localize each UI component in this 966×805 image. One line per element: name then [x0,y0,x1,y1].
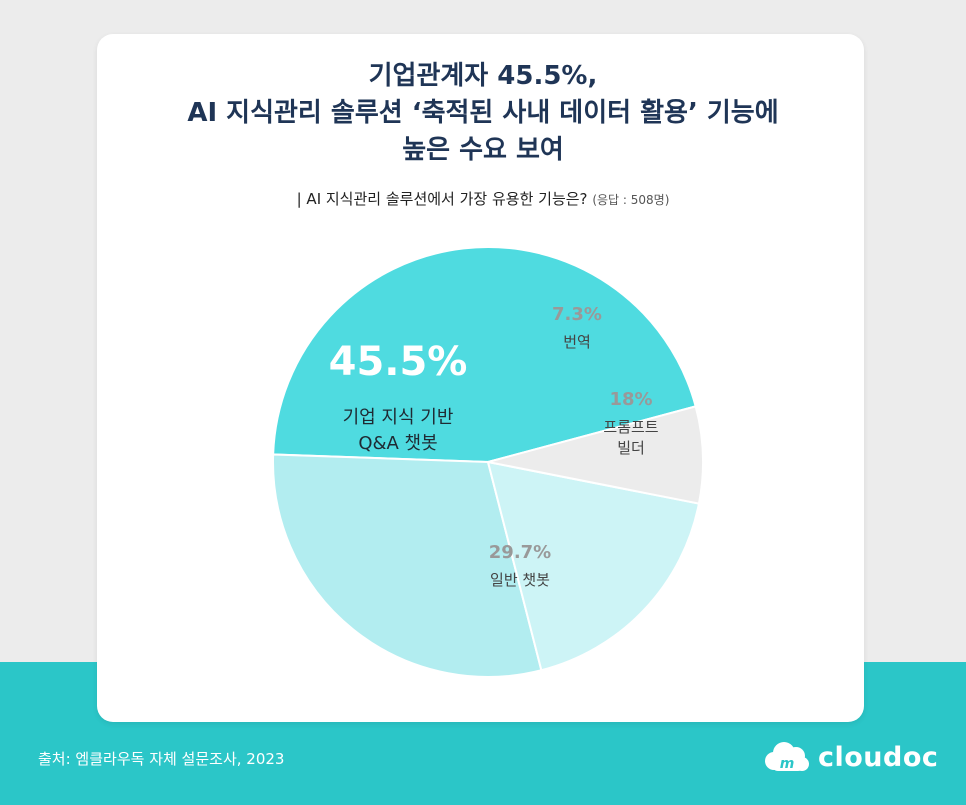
pie-slice-prompt-builder [486,460,701,672]
slice-value-qa-chatbot: 45.5% [329,339,468,385]
slice-value-translation: 7.3% [552,304,602,325]
slice-label-general-chatbot: 일반 챗봇 [490,571,550,589]
slice-label-qa-chatbot: Q&A 챗봇 [358,433,437,454]
slice-label-translation: 번역 [563,333,591,351]
chart-question: | AI 지식관리 솔루션에서 가장 유용한 기능은? (응답 : 508명) [0,188,966,209]
svg-text:m: m [780,756,795,772]
question-text: | AI 지식관리 솔루션에서 가장 유용한 기능은? [296,190,588,208]
pie-slice-translation [487,405,704,505]
page-title: 기업관계자 45.5%, AI 지식관리 솔루션 ‘축적된 사내 데이터 활용’… [0,58,966,169]
respondent-note: (응답 : 508명) [592,193,670,207]
source-text: 출처: 엠클라우독 자체 설문조사, 2023 [38,750,285,768]
pie-slice-general-chatbot [272,453,543,678]
title-line-2: AI 지식관리 솔루션 ‘축적된 사내 데이터 활용’ 기능에 [187,98,779,128]
cloudoc-logo: m cloudoc [762,737,938,777]
slice-value-general-chatbot: 29.7% [489,542,551,563]
logo-text: cloudoc [818,741,939,773]
slice-label-qa-chatbot: 기업 지식 기반 [343,407,454,428]
slice-value-prompt-builder: 18% [609,389,652,410]
title-line-3: 높은 수요 보여 [402,135,564,165]
pie-slice-qa-chatbot [272,246,697,464]
slice-label-prompt-builder: 프롬프트 [603,418,658,436]
cloud-m-icon: m [765,742,809,772]
slice-label-prompt-builder: 빌더 [617,439,645,457]
title-line-1: 기업관계자 45.5%, [368,61,598,91]
